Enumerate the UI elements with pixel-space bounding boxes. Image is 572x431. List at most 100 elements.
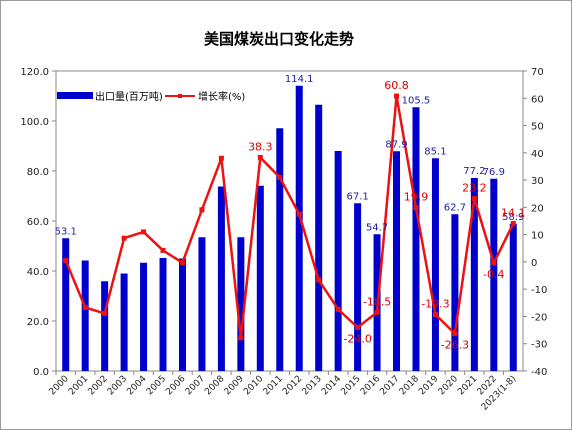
bar-2010 [256,185,264,371]
growth-value-label: -18.5 [363,295,391,308]
growth-point-2009 [238,335,244,341]
bar-value-label: 87.9 [385,139,407,150]
bar-2002 [101,281,109,371]
growth-point-2012 [296,211,302,217]
growth-point-2015 [355,324,361,330]
x-tick-label: 2013 [301,374,324,397]
bar-2003 [120,273,128,371]
growth-point-2021 [471,196,477,202]
bar-value-label: 67.1 [346,191,368,202]
growth-point-2014 [335,306,341,312]
y-left-tick-label: 120.0 [20,67,49,78]
chart-title: 美国煤炭出口变化走势 [204,30,354,48]
legend-bar-label: 出口量(百万吨) [95,90,163,103]
bar-2019 [431,158,439,371]
growth-value-label: -24.0 [343,332,371,345]
y-right-tick-label: 20 [531,203,544,214]
growth-point-2007 [199,207,205,213]
bar-value-label: 114.1 [285,74,314,85]
growth-point-2013 [316,277,322,283]
growth-point-2008 [218,155,224,161]
bar-value-label: 58.9 [502,212,524,223]
growth-value-label: 19.9 [404,191,429,204]
bar-2008 [217,186,225,371]
bar-value-label: 53.1 [55,226,77,237]
y-right-tick-label: 0 [531,258,537,269]
y-right-tick-label: 50 [531,122,544,133]
growth-value-label: 38.3 [248,140,273,153]
x-tick-label: 2009 [223,374,246,397]
x-tick-label: 2007 [184,374,207,397]
y-left-tick-label: 40.0 [27,267,49,278]
x-tick-label: 2020 [437,374,460,397]
growth-point-2018 [413,205,419,211]
data-labels: 53.1 114.1 67.1 54.7 87.9 105.5 85.1 62.7 77.276… [55,74,526,352]
legend-line-label: 增长率(%) [198,90,245,103]
bar-2018 [412,107,420,371]
x-tick-label: 2008 [203,374,226,397]
growth-line-path [64,95,515,338]
growth-point-2006 [179,260,185,266]
x-tick-label: 2000 [48,374,71,397]
legend: 出口量(百万吨) 增长率(%) [57,90,245,103]
growth-value-label: -19.3 [421,298,449,311]
growth-point-2023(1-8) [510,220,516,226]
x-tick-label: 2018 [398,374,421,397]
y-right-tick-label: 40 [531,149,544,160]
growth-value-label: 60.8 [384,79,409,92]
bar-2014 [334,151,342,371]
y-right-tick-label: 60 [531,94,544,105]
growth-point-2004 [141,229,147,235]
legend-bar-swatch [57,92,93,99]
bar-2005 [159,258,167,371]
growth-value-label: 14.1 [501,206,526,219]
x-tick-label: 2005 [145,374,168,397]
y-right-tick-label: -30 [531,340,547,351]
x-tick-label: 2011 [262,374,285,397]
x-tick-label: 2003 [106,374,129,397]
bar-2015 [354,203,362,371]
y-right-tick-label: -10 [531,285,547,296]
bar-2022 [490,178,498,371]
growth-point-2011 [277,174,283,180]
x-tick-labels: 2000200120022003200420052006200720082009… [48,371,518,413]
bar-2013 [315,104,323,371]
x-tick-label: 2021 [456,374,479,397]
x-tick-label: 2001 [67,374,90,397]
growth-point-2002 [102,310,108,316]
axes: 0.0 20.0 40.0 60.0 80.0 100.0 120.0 -40 -30 -20 -1… [20,67,547,378]
x-tick-label: 2012 [281,374,304,397]
bar-2011 [276,128,284,371]
growth-value-label: 23.2 [462,182,487,195]
growth-point-2022 [491,260,497,266]
bar-2004 [140,262,148,371]
bar-2000 [62,238,70,371]
legend-line-marker [178,94,182,98]
growth-point-2017 [394,93,400,99]
bars [62,85,517,371]
y-right-tick-label: -40 [531,367,547,378]
growth-point-2020 [452,331,458,337]
bar-2006 [178,258,186,371]
bar-value-label: 85.1 [424,146,446,157]
y-right-tick-label: -20 [531,312,547,323]
y-right-tick-label: 70 [531,67,544,78]
growth-value-label: -0.4 [483,268,504,281]
x-tick-label: 2002 [86,374,109,397]
growth-point-2010 [257,154,263,160]
bar-2007 [198,237,206,371]
y-left-tick-label: 60.0 [27,217,49,228]
growth-point-2003 [121,235,127,241]
growth-point-2016 [374,309,380,315]
bar-value-label: 76.9 [483,167,505,178]
x-tick-label: 2004 [125,374,148,397]
bar-2023(1-8) [509,223,517,371]
y-left-tick-label: 20.0 [27,317,49,328]
x-tick-label: 2010 [242,374,265,397]
y-left-tick-label: 100.0 [20,117,49,128]
bar-value-label: 105.5 [402,95,431,106]
bar-value-label: 77.2 [463,166,485,177]
bar-2020 [451,214,459,371]
